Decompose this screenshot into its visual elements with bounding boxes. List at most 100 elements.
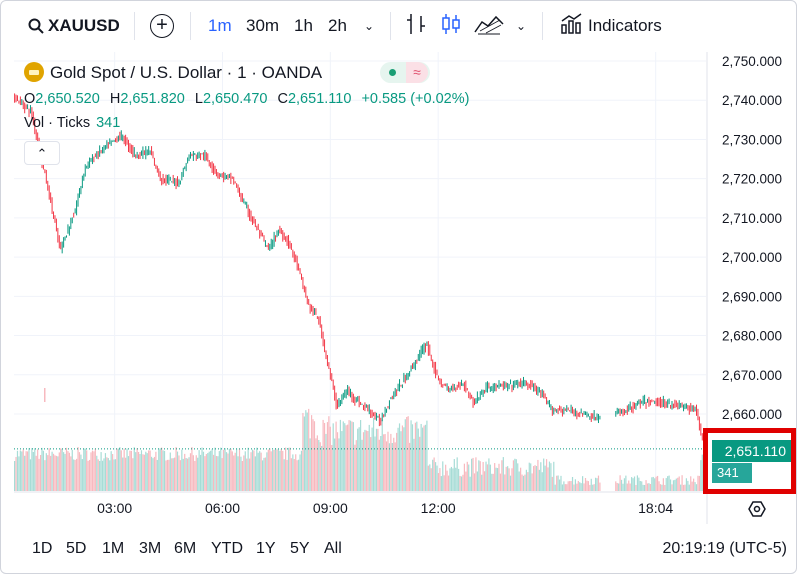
volume-bar xyxy=(295,454,297,491)
volume-bar xyxy=(367,431,369,491)
volume-bar xyxy=(87,460,89,491)
volume-bar xyxy=(48,448,50,491)
volume-bar xyxy=(274,448,277,491)
interval-1h[interactable]: 1h xyxy=(294,16,313,35)
volume-bar xyxy=(658,481,660,491)
range-3m[interactable]: 3M xyxy=(139,540,162,557)
range-1d[interactable]: 1D xyxy=(32,540,53,557)
volume-bar xyxy=(517,463,519,491)
bar-style-icon[interactable] xyxy=(406,12,426,40)
settings-icon[interactable] xyxy=(746,500,768,518)
volume-bar xyxy=(677,477,679,491)
market-status-pill[interactable]: ≈ xyxy=(380,62,430,83)
chevron-down-icon[interactable]: ⌄ xyxy=(364,19,375,33)
volume-bar xyxy=(299,454,301,491)
symbol-search[interactable]: XAUUSD xyxy=(28,12,120,40)
volume-bar xyxy=(211,449,213,491)
toolbar-divider xyxy=(134,12,135,40)
volume-bar xyxy=(397,427,399,491)
range-5y[interactable]: 5Y xyxy=(290,540,310,557)
volume-bar xyxy=(21,451,23,491)
volume-legend[interactable]: Vol · Ticks 341 xyxy=(24,115,120,131)
range-6m[interactable]: 6M xyxy=(174,540,197,557)
volume-bar xyxy=(360,420,362,491)
volume-bar xyxy=(688,484,690,491)
volume-bar xyxy=(192,455,194,491)
indicators-button[interactable]: Indicators xyxy=(560,12,662,40)
volume-bar xyxy=(449,468,451,491)
volume-bar xyxy=(37,449,39,491)
volume-bar xyxy=(665,478,667,491)
volume-bar xyxy=(96,455,98,491)
range-all[interactable]: All xyxy=(324,540,342,557)
volume-bar xyxy=(475,457,477,491)
volume-bar xyxy=(564,484,566,491)
collapse-legend-button[interactable]: ⌃ xyxy=(24,141,60,165)
chevron-down-icon[interactable]: ⌄ xyxy=(516,19,527,33)
volume-bar xyxy=(259,451,261,491)
y-tick-label: 2,740.000 xyxy=(722,93,782,108)
area-style-icon[interactable] xyxy=(474,12,504,40)
volume-bar xyxy=(547,467,549,491)
range-1y[interactable]: 1Y xyxy=(256,540,276,557)
volume-bar xyxy=(163,450,166,491)
volume-bar xyxy=(234,452,236,491)
low-key: L xyxy=(194,91,203,107)
volume-bar xyxy=(504,474,506,491)
volume-bar xyxy=(264,457,267,491)
volume-bar xyxy=(413,438,415,491)
range-ytd[interactable]: YTD xyxy=(211,540,243,557)
volume-bar xyxy=(237,456,239,491)
volume-bar xyxy=(622,483,624,491)
volume-bar xyxy=(90,452,92,491)
range-1m[interactable]: 1M xyxy=(102,540,125,557)
volume-bar xyxy=(191,447,193,491)
add-compare-icon[interactable]: + xyxy=(150,14,174,38)
candles-style-icon[interactable] xyxy=(440,12,462,40)
volume-bar xyxy=(132,458,134,491)
volume-bar xyxy=(390,433,392,491)
interval-30m[interactable]: 30m xyxy=(246,16,280,35)
volume-bar xyxy=(145,451,147,491)
volume-bar xyxy=(560,475,562,491)
volume-bar xyxy=(224,448,226,491)
volume-bar xyxy=(106,457,108,491)
volume-bar xyxy=(64,453,66,491)
volume-bar xyxy=(263,457,265,491)
clock-label[interactable]: 20:19:19 (UTC-5) xyxy=(662,540,788,557)
volume-bar xyxy=(393,437,395,491)
volume-bar xyxy=(153,456,156,491)
volume-bar xyxy=(372,417,375,491)
volume-bar xyxy=(55,455,58,491)
volume-bar xyxy=(544,465,546,491)
volume-bar xyxy=(599,482,601,491)
volume-bar xyxy=(179,460,181,491)
toolbar-divider xyxy=(390,12,391,40)
volume-bar xyxy=(225,452,228,491)
interval-2h[interactable]: 2h xyxy=(328,16,347,35)
interval-1m[interactable]: 1m xyxy=(208,16,232,35)
x-tick-label: 06:00 xyxy=(205,500,240,516)
volume-bar xyxy=(633,476,636,491)
volume-bar xyxy=(339,419,342,491)
range-5d[interactable]: 5D xyxy=(66,540,87,557)
volume-bar xyxy=(140,450,143,491)
volume-bar xyxy=(678,476,680,491)
volume-bar xyxy=(280,448,282,491)
volume-bar xyxy=(195,455,197,491)
volume-bar xyxy=(473,473,476,491)
volume-legend-label: Vol · Ticks xyxy=(24,115,91,131)
volume-bar xyxy=(194,460,196,491)
volume-bar xyxy=(221,458,223,491)
volume-bar xyxy=(597,475,600,491)
volume-bar xyxy=(305,410,307,491)
volume-bar xyxy=(407,416,409,491)
volume-bar xyxy=(313,421,316,491)
volume-bar xyxy=(361,439,363,491)
volume-bar xyxy=(466,461,468,491)
volume-bar xyxy=(391,443,393,491)
volume-bar xyxy=(328,416,330,491)
chevron-up-icon: ⌃ xyxy=(36,146,48,161)
volume-bar xyxy=(233,455,235,491)
price-chart[interactable]: 2,750.000 2,740.000 2,730.000 2,720.000 2,71… xyxy=(0,0,799,530)
